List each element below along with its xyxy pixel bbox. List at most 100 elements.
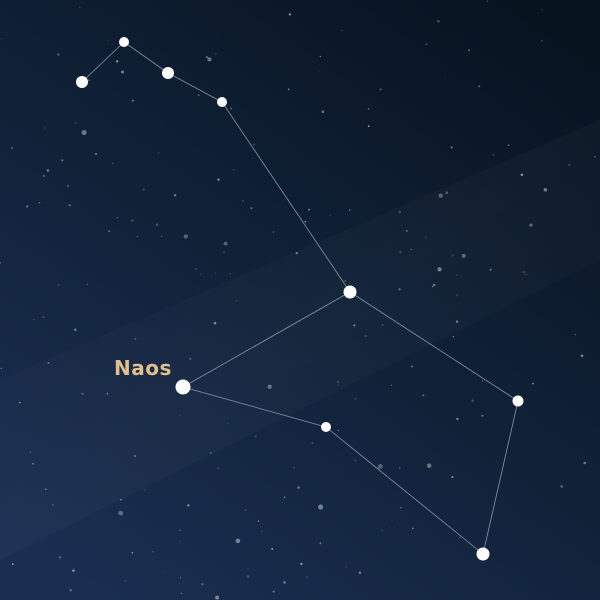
background-star [283,581,286,584]
background-star [438,193,443,198]
star [217,97,227,107]
background-star [451,254,454,257]
background-star [410,248,412,251]
background-star [283,496,286,499]
background-star [155,223,159,226]
background-star [106,392,109,395]
background-star [367,125,370,128]
background-star [32,462,34,465]
background-star [10,146,14,150]
background-star [112,162,114,165]
background-star [489,268,492,271]
background-star [152,551,154,553]
background-star [57,284,60,286]
background-star [230,107,233,110]
background-star [300,562,303,566]
background-star [329,215,331,217]
background-star [236,300,238,302]
constellation-stars [76,37,524,561]
background-star [520,173,524,177]
background-star [18,401,21,404]
constellation-line [221,101,351,293]
constellation-line [349,291,519,402]
background-star [223,241,228,246]
background-star [288,13,292,16]
background-star [157,152,160,154]
background-star [580,354,584,357]
background-star [540,39,543,42]
background-star [136,235,139,238]
background-star [321,110,325,113]
background-star [399,250,402,254]
background-star [183,234,188,239]
background-star [179,540,181,542]
background-star [444,77,447,79]
background-star [593,155,596,158]
background-star [304,220,307,223]
background-star [349,209,351,211]
background-star [272,231,275,233]
background-star [46,169,49,172]
background-star [486,0,489,3]
background-star [124,580,127,582]
background-star [541,9,543,11]
background-star [261,530,263,533]
background-star [215,272,217,274]
background-star [379,88,382,91]
background-star [353,324,356,327]
background-star [311,441,314,444]
background-star [318,504,324,510]
background-star [187,504,190,507]
background-star [131,219,134,222]
constellation-line [182,386,327,428]
background-star [424,236,427,239]
background-star [336,380,340,383]
background-star [478,85,481,88]
background-star [229,273,231,275]
constellation-line [482,400,519,555]
background-star [432,283,436,287]
background-star [295,252,298,255]
background-star [215,595,220,600]
background-star [207,57,212,62]
constellation-line [81,41,125,83]
background-star [199,273,202,275]
background-star [452,335,455,338]
background-star [58,556,62,559]
background-star [272,590,275,593]
background-star [529,223,533,227]
background-star [68,204,71,207]
background-star [44,488,47,490]
constellation-lines [81,41,519,555]
star [76,76,88,88]
background-star [400,506,402,509]
background-star [354,397,357,400]
background-star [377,463,383,470]
background-star [201,583,204,586]
background-star [67,185,69,187]
background-star [78,6,81,9]
star [476,547,490,561]
background-star [69,588,72,592]
background-star [456,274,458,276]
background-star [52,504,54,506]
background-star [195,268,197,270]
background-star [411,365,414,368]
star-label-naos: Naos [114,356,172,380]
background-star [507,144,510,146]
background-star [250,207,253,210]
background-star [319,542,322,545]
background-star [257,520,260,522]
background-star [492,153,495,156]
background-star [455,320,459,323]
background-star [33,318,35,321]
background-star [0,367,3,370]
background-star [345,566,347,568]
star [321,422,331,432]
background-star [532,382,534,385]
background-star [232,168,235,171]
background-star [297,486,300,489]
background-star [209,452,212,454]
background-star [163,571,165,573]
